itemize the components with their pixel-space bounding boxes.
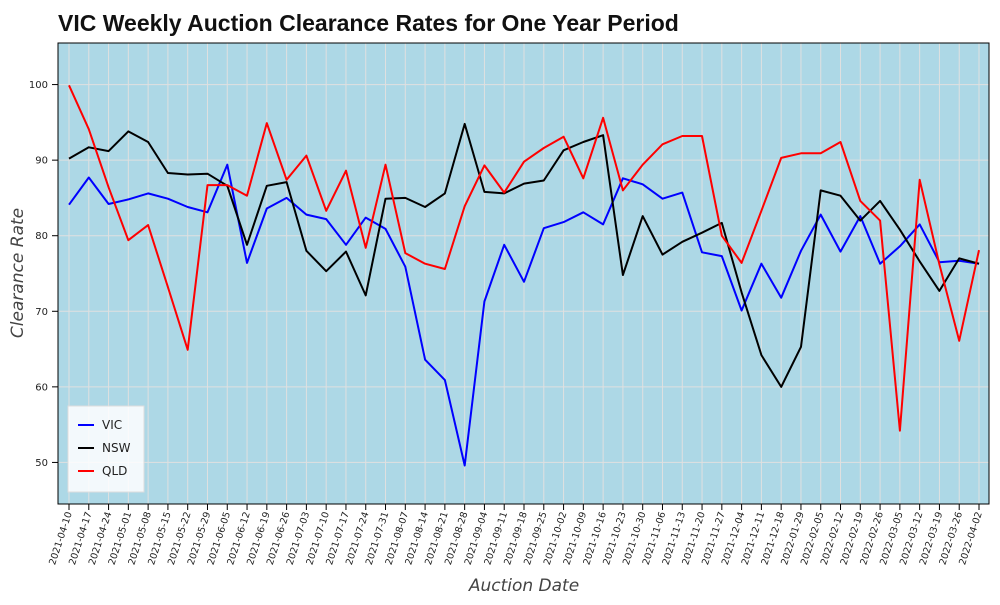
y-tick-label: 80 [35, 231, 48, 242]
series-line-vic [68, 163, 980, 467]
chart-title: VIC Weekly Auction Clearance Rates for O… [58, 10, 679, 36]
x-axis: 2021-04-102021-04-172021-04-242021-05-01… [47, 504, 985, 566]
y-axis-label: Clearance Rate [8, 208, 28, 338]
x-axis-label: Auction Date [468, 576, 579, 596]
y-tick-label: 70 [35, 307, 48, 318]
y-tick-label: 90 [35, 156, 48, 167]
grid-lines [58, 43, 989, 504]
y-tick-label: 100 [29, 80, 48, 91]
y-tick-label: 60 [35, 382, 48, 393]
series-line-nsw [68, 122, 980, 388]
legend-label-nsw: NSW [102, 441, 131, 455]
legend-label-qld: QLD [102, 464, 127, 478]
series-layer [68, 84, 980, 467]
legend-label-vic: VIC [102, 418, 122, 432]
y-axis: 50 60 70 80 90 100 [29, 80, 58, 469]
y-tick-label: 50 [35, 458, 48, 469]
series-line-qld [68, 84, 980, 432]
legend: VIC NSW QLD [67, 405, 145, 493]
